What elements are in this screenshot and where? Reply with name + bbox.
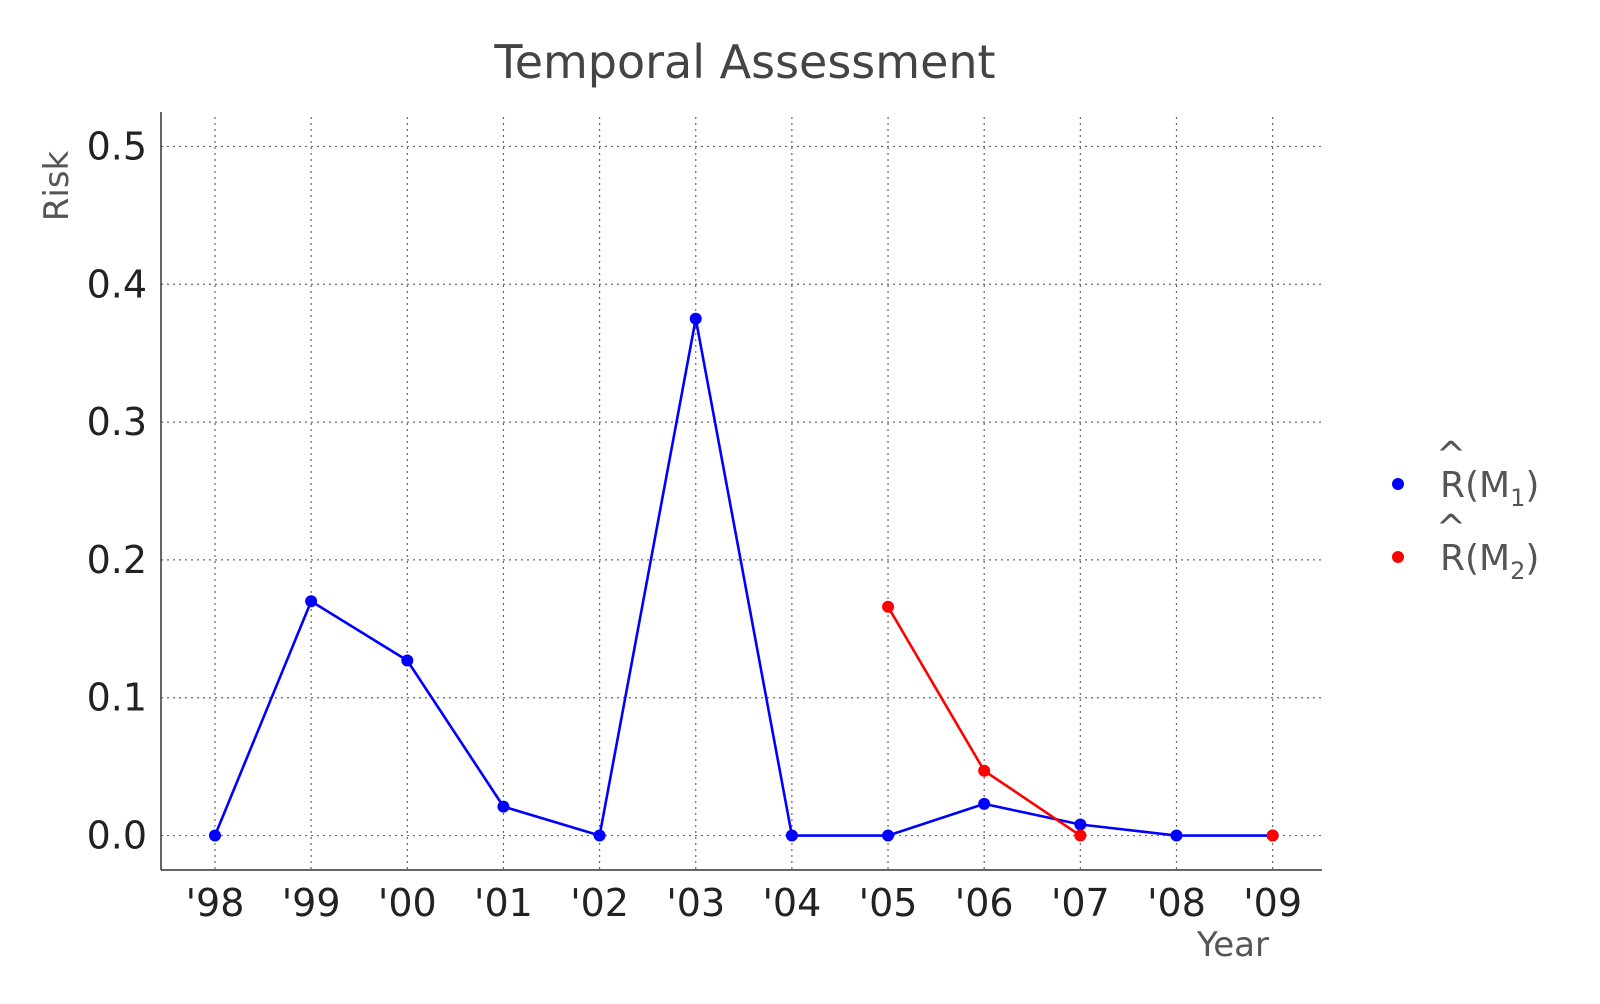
x-tick-label: '06 xyxy=(955,881,1014,925)
series xyxy=(209,312,1279,842)
legend-hat-2: ^ xyxy=(1436,508,1466,549)
legend-label-2: R(M2) xyxy=(1440,538,1539,585)
x-tick-label: '08 xyxy=(1147,881,1206,925)
legend-marker-2 xyxy=(1392,551,1404,563)
series-1-point xyxy=(593,829,606,842)
x-tick-label: '04 xyxy=(762,881,821,925)
y-tick-label: 0.1 xyxy=(87,676,147,720)
series-1-point xyxy=(305,595,318,608)
x-tick-label: '02 xyxy=(570,881,629,925)
x-tick-label: '98 xyxy=(186,881,245,925)
y-tick-label: 0.2 xyxy=(87,538,147,582)
legend-label-1: R(M1) xyxy=(1440,465,1539,512)
series-1-point xyxy=(882,829,895,842)
grid xyxy=(161,117,1322,870)
series-1-point xyxy=(978,797,991,810)
x-tick-label: '07 xyxy=(1051,881,1110,925)
y-tick-label: 0.4 xyxy=(87,262,147,306)
y-axis-label: Risk xyxy=(37,150,77,221)
series-1-point xyxy=(785,829,798,842)
series-1-point xyxy=(497,800,510,813)
x-tick-label: '01 xyxy=(474,881,533,925)
y-tick-label: 0.5 xyxy=(87,124,147,168)
y-tick-label: 0.0 xyxy=(87,814,147,858)
series-2-point xyxy=(1266,829,1279,842)
legend-hat-1: ^ xyxy=(1436,435,1466,476)
series-1-point xyxy=(401,654,414,667)
series-2-point xyxy=(1074,829,1087,842)
x-tick-label: '03 xyxy=(666,881,725,925)
x-tick-label: '99 xyxy=(282,881,341,925)
legend-marker-1 xyxy=(1392,478,1404,490)
series-2-point xyxy=(978,764,991,777)
y-tick-label: 0.3 xyxy=(87,400,147,444)
series-1-line xyxy=(213,317,1273,837)
series-1-point xyxy=(209,829,221,842)
x-tick-label: '00 xyxy=(378,881,437,925)
series-2-point xyxy=(882,600,895,613)
legend: R(M1)^R(M2)^ xyxy=(1392,435,1539,585)
x-axis-label: Year xyxy=(1196,925,1269,965)
y-tick-labels: 0.0 0.1 0.2 0.3 0.4 0.5 xyxy=(87,124,147,857)
chart-title: Temporal Assessment xyxy=(493,35,995,89)
series-1-point xyxy=(689,312,702,325)
series-1-point xyxy=(1074,818,1087,831)
x-tick-label: '05 xyxy=(859,881,918,925)
x-tick-label: '09 xyxy=(1243,881,1302,925)
series-1-point xyxy=(1170,829,1183,842)
x-tick-labels: '98 '99 '00 '01 '02 '03 '04 '05 '06 '07 '08 '09 xyxy=(186,881,1302,925)
